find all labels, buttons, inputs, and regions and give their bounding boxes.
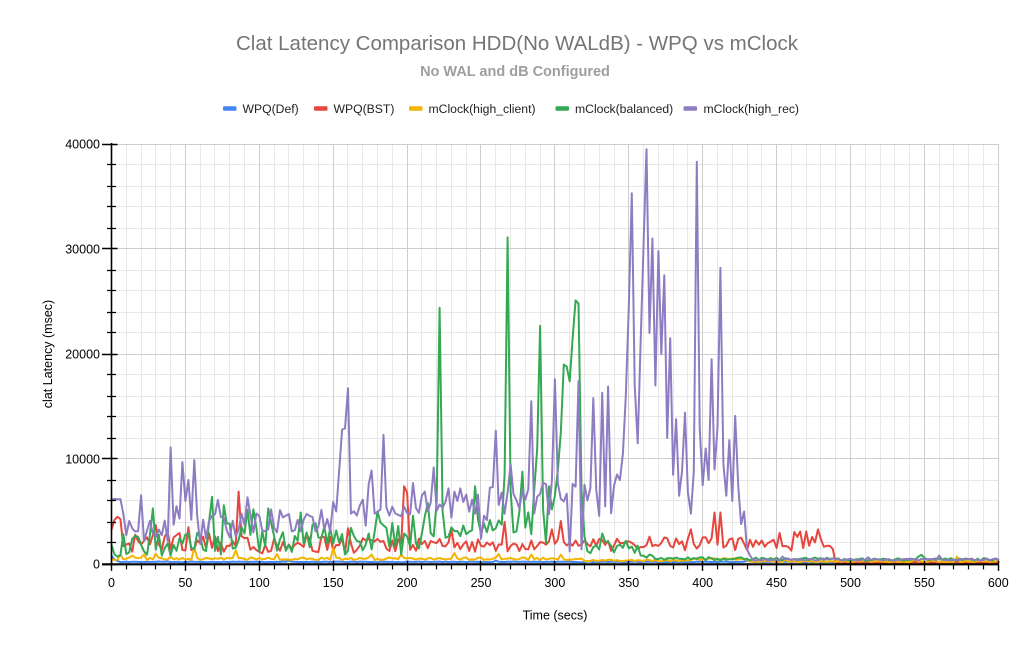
svg-text:mClock(high_client): mClock(high_client): [429, 102, 536, 116]
svg-text:300: 300: [544, 576, 565, 590]
svg-text:20000: 20000: [65, 347, 100, 361]
svg-text:500: 500: [840, 576, 861, 590]
svg-text:WPQ(BST): WPQ(BST): [334, 102, 395, 116]
svg-text:Clat Latency Comparison HDD(No: Clat Latency Comparison HDD(No WALdB) - …: [236, 32, 799, 55]
svg-text:100: 100: [249, 576, 270, 590]
svg-text:450: 450: [766, 576, 787, 590]
svg-text:No WAL and dB Configured: No WAL and dB Configured: [420, 64, 610, 80]
svg-text:30000: 30000: [65, 242, 100, 256]
svg-text:0: 0: [93, 557, 100, 571]
svg-text:350: 350: [618, 576, 639, 590]
svg-text:10000: 10000: [65, 452, 100, 466]
svg-text:WPQ(Def): WPQ(Def): [243, 102, 299, 116]
svg-text:0: 0: [108, 576, 115, 590]
svg-text:250: 250: [471, 576, 492, 590]
svg-text:400: 400: [692, 576, 713, 590]
svg-text:550: 550: [914, 576, 935, 590]
svg-text:150: 150: [323, 576, 344, 590]
svg-text:50: 50: [178, 576, 192, 590]
svg-text:200: 200: [397, 576, 418, 590]
svg-text:Time (secs): Time (secs): [523, 609, 588, 623]
svg-text:clat Latency (msec): clat Latency (msec): [41, 300, 55, 408]
svg-text:40000: 40000: [65, 137, 100, 151]
svg-text:600: 600: [988, 576, 1009, 590]
svg-text:mClock(balanced): mClock(balanced): [575, 102, 673, 116]
svg-text:mClock(high_rec): mClock(high_rec): [704, 102, 800, 116]
